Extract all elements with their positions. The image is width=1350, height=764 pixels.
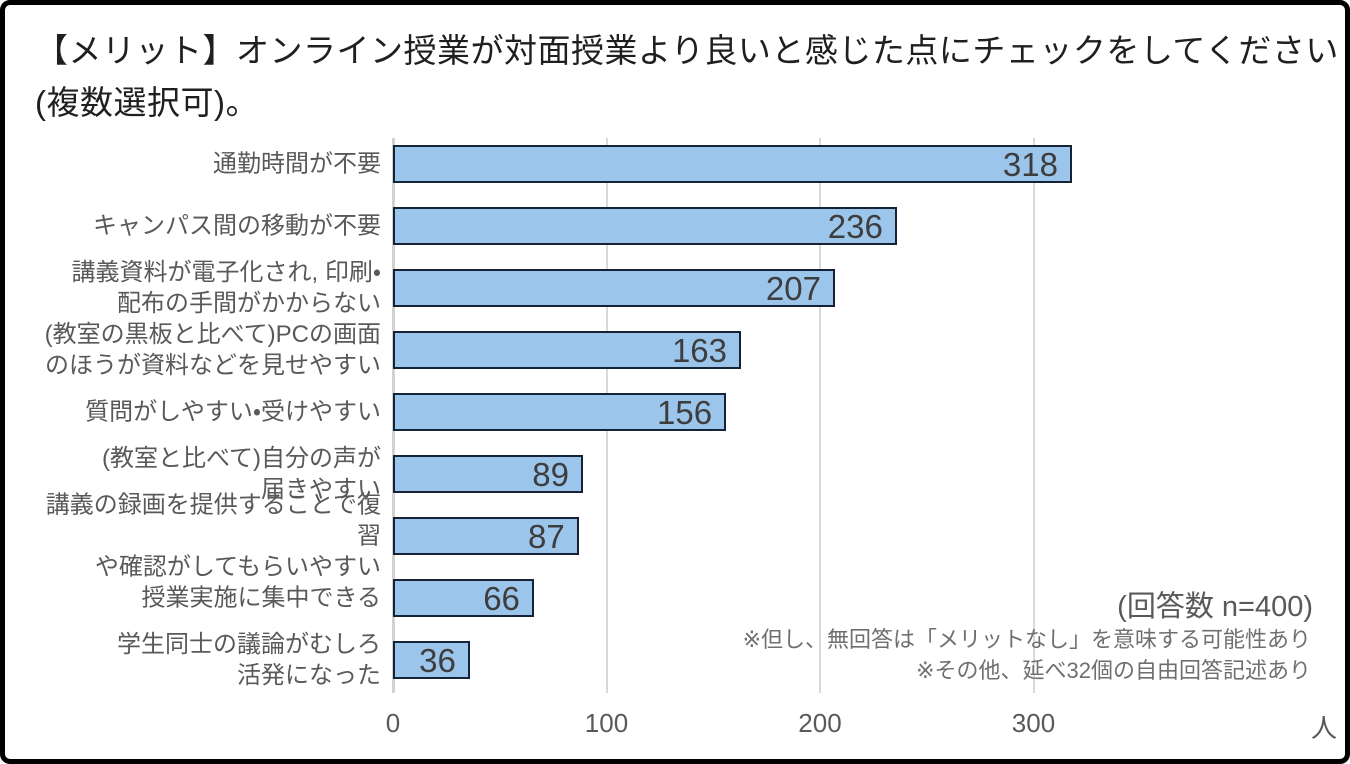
value-label: 318 [1002,145,1058,183]
category-label: 授業実施に集中できる [141,584,381,612]
bar: 163 [393,331,741,369]
gridline-200 [819,138,821,693]
chart-title-line1: 【メリット】オンライン授業が対面授業より良いと感じた点にチェックをしてください [35,32,1339,69]
value-label: 163 [671,331,727,369]
category-label: 学生同士の議論がむしろ 活発になった [117,631,381,689]
plot-area: 通勤時間が不要 318 キャンパス間の移動が不要 236 講義資料が電子化され, 印刷・… [5,5,1345,759]
x-tick-label: 300 [1011,708,1056,738]
bar: 156 [393,393,727,431]
value-label: 36 [419,641,456,679]
bar: 36 [393,641,470,679]
gridline-300 [1032,138,1035,693]
value-label: 236 [827,207,883,245]
footnote-no-answer: ※但し、無回答は「メリットなし」を意味する可能性あり [742,627,1311,652]
category-label: 通勤時間が不要 [213,150,381,178]
value-label: 89 [532,455,569,493]
chart-title: 【メリット】オンライン授業が対面授業より良いと感じた点にチェックをしてください … [35,25,1339,129]
bar: 89 [393,455,583,493]
value-label: 87 [528,517,565,555]
category-label: 講義の録画を提供することで復習 や確認がしてもらいやすい [45,491,381,581]
x-tick-label: 200 [798,708,842,738]
bar: 87 [393,517,579,555]
value-label: 66 [483,579,520,617]
category-label: キャンパス間の移動が不要 [93,212,381,240]
category-label: (教室と比べて)自分の声が 届きやすい [101,445,381,503]
x-tick-label: 100 [584,708,629,738]
bar: 66 [393,579,534,617]
x-axis-unit-label: 人 [1310,713,1338,743]
category-label: (教室の黒板と比べて)PCの画面 のほうが資料などを見せやすい [44,321,381,379]
category-label: 講義資料が電子化され, 印刷・ 配布の手間がかからない [71,259,382,317]
footnote-free-answers: ※その他、延べ32個の自由回答記述あり [916,658,1311,683]
respondents-note: (回答数 n=400) [1117,591,1313,623]
value-label: 156 [656,393,713,431]
category-label: 質問がしやすい・受けやすい [85,398,381,426]
value-label: 207 [765,269,821,307]
chart-title-line2: (複数選択可)。 [35,84,259,121]
bar: 207 [393,269,835,307]
bar: 236 [393,207,897,245]
x-tick-label: 0 [385,708,401,738]
bar: 318 [393,145,1072,183]
